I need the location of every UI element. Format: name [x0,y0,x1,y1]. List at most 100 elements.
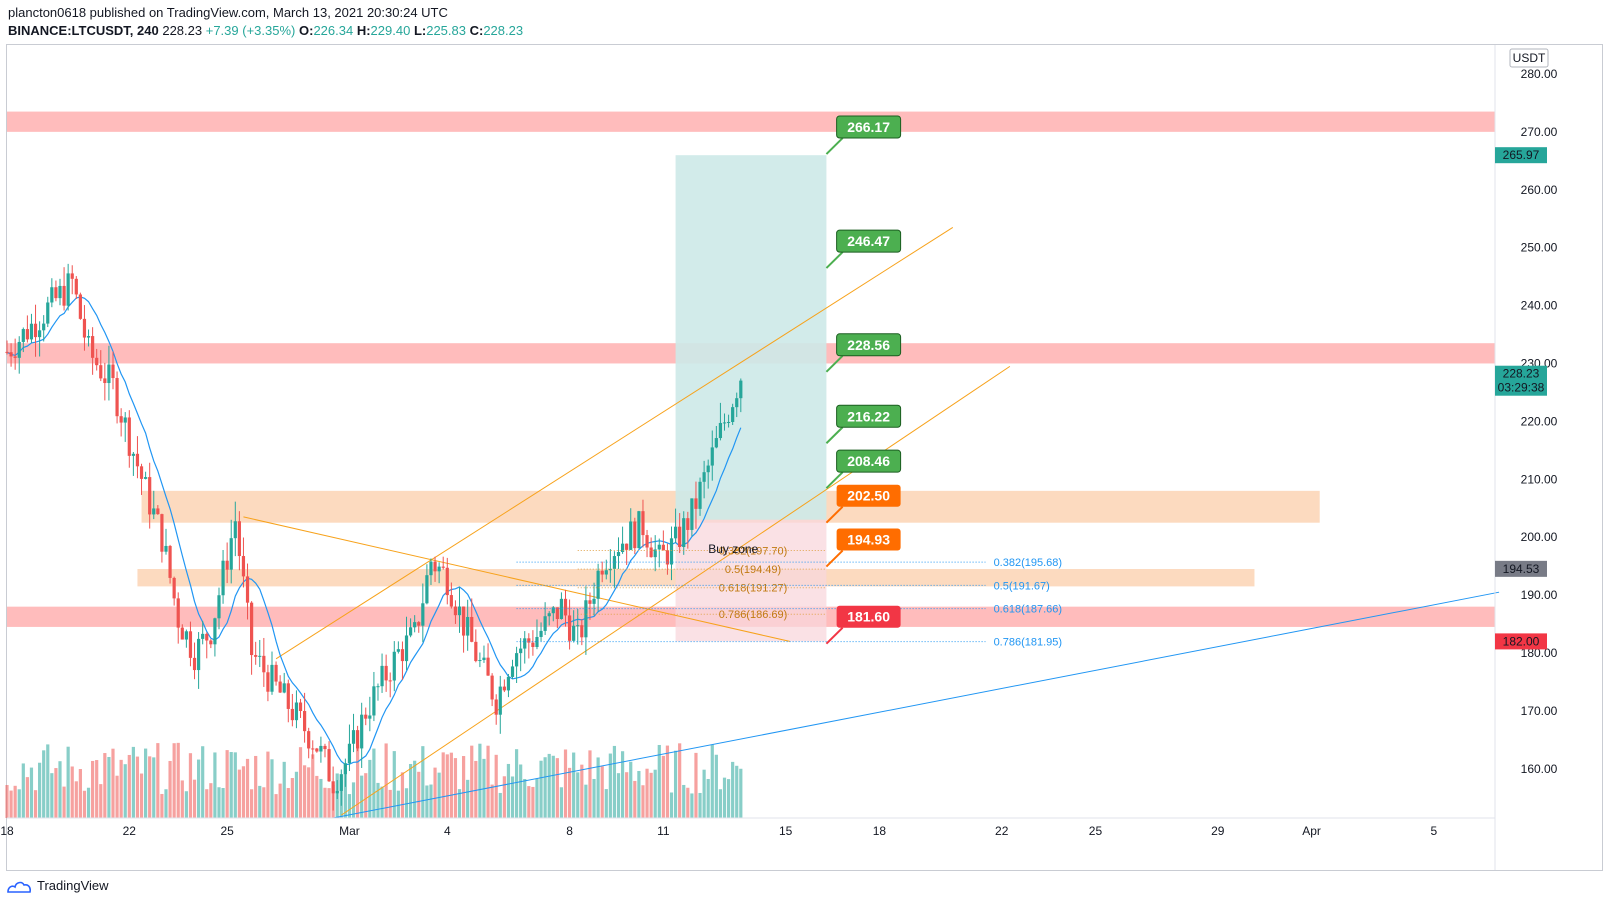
candle-body [327,749,331,782]
volume-bar [213,752,217,818]
candle-body [661,544,665,551]
price-axis-tick: 280.00 [1521,67,1558,81]
volume-bar [311,754,315,818]
price-chart[interactable]: 0.382(197.70) 0.5(194.49) 0.618(191.27) 0.7… [0,0,1609,875]
volume-bar [274,794,278,818]
volume-bar [580,764,584,818]
volume-bar [205,789,209,818]
candle-body [445,567,449,596]
candle-body [66,273,70,306]
fib-level-label: 0.382(195.68) [994,557,1063,569]
volume-bar [539,760,543,818]
candle-body [172,577,176,599]
chart-frame[interactable] [6,44,1603,871]
volume-bar [478,743,482,818]
volume-bar [567,767,572,818]
candle-body [278,681,282,693]
volume-bar [413,760,417,818]
candle-body [616,551,621,557]
time-axis-tick: 11 [657,824,670,838]
candle-body [282,683,286,693]
volume-bar [449,752,453,818]
candle-body [17,341,21,358]
price-tag-pointer [825,137,844,155]
symbol-name[interactable]: BINANCE:LTCUSDT, 240 [8,23,159,38]
volume-bar [282,761,286,818]
volume-bar [254,755,258,818]
volume-bar [21,763,25,818]
trendline [275,226,954,660]
time-axis-tick: 25 [1089,824,1103,838]
price-axis-tick: 200.00 [1521,530,1558,544]
volume-bar [673,750,678,818]
candle-body [217,595,221,619]
candle-body [123,417,127,423]
candle-body [298,702,303,711]
volume-bar [604,789,608,818]
price-tag-pointer [825,355,844,373]
candle-body [417,622,421,626]
candle-body [99,365,103,379]
candle-body [413,622,417,628]
candle-body [209,640,213,645]
candle-body [343,763,347,775]
candle-body [13,356,17,358]
footer-brand[interactable]: TradingView [37,878,109,893]
volume-bar [519,764,523,818]
candle-body [258,655,262,657]
price-tag-pointer [825,627,844,645]
volume-bar [29,767,34,818]
candle-body [474,641,478,662]
candle-body [722,422,727,424]
volume-bar [608,753,612,818]
price-tag-pointer [825,471,844,489]
volume-bar [278,783,282,818]
candle-body [706,465,710,473]
volume-bar [527,786,531,818]
volume-bar [95,760,99,818]
volume-bar [91,760,95,818]
fib-level-label: 0.5(191.67) [994,580,1050,592]
price-tag-box [836,115,902,139]
volume-bar [453,758,458,818]
candle-body [139,466,144,479]
candle-body [682,518,686,548]
volume-bar [694,752,698,818]
candle-body [466,616,470,636]
candle-body [119,416,123,423]
candle-body [58,285,62,299]
symbol-line: BINANCE:LTCUSDT, 240 228.23 +7.39 (+3.35… [8,22,523,40]
candle-body [718,422,723,439]
volume-bar [42,750,46,818]
volume-bar [625,772,629,818]
volume-bar [437,772,441,818]
volume-bar [506,763,511,818]
volume-bar [17,789,21,818]
volume-bar [50,773,54,818]
volume-bar [543,757,547,818]
price-tag-box [836,528,901,551]
volume-bar [682,784,686,818]
candle-body [453,606,458,616]
candle-body [221,560,225,596]
volume-bar [726,779,731,818]
volume-bar [139,773,144,818]
candle-body [335,790,339,794]
volume-bar [164,789,168,818]
volume-bar [184,791,188,818]
volume-bar [360,775,364,818]
volume-bar [46,744,50,818]
candle-body [421,603,425,626]
volume-bar [148,756,152,818]
candle-body [735,398,739,408]
price-axis-tick: 240.00 [1521,299,1558,313]
volume-bar [690,793,694,818]
price-tag-pointer [825,426,844,444]
volume-bar [698,792,702,818]
volume-bar [156,743,160,818]
volume-bar [535,778,539,818]
volume-bar [315,775,319,818]
volume-bar [649,772,653,818]
candle-body [714,438,718,448]
price-tag-box [836,229,902,253]
